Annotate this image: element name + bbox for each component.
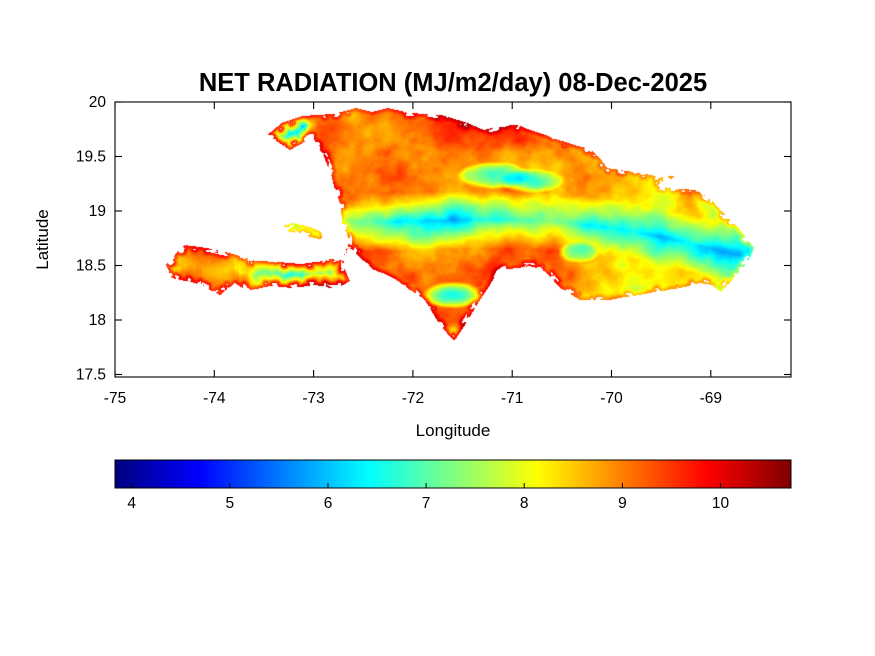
svg-text:19: 19 [89,203,106,220]
svg-text:-72: -72 [402,390,424,407]
svg-text:Longitude: Longitude [416,421,491,440]
svg-text:19.5: 19.5 [76,149,106,166]
svg-text:-73: -73 [302,390,324,407]
svg-text:4: 4 [127,495,136,512]
svg-text:10: 10 [712,495,730,512]
svg-text:20: 20 [89,94,107,111]
svg-text:-69: -69 [700,390,722,407]
svg-text:17.5: 17.5 [76,367,106,384]
svg-text:8: 8 [520,495,529,512]
svg-text:6: 6 [324,495,333,512]
svg-text:Latitude: Latitude [33,209,52,270]
svg-text:7: 7 [422,495,431,512]
svg-text:-75: -75 [104,390,126,407]
svg-text:-74: -74 [203,390,226,407]
svg-text:18: 18 [89,312,106,329]
svg-text:9: 9 [618,495,627,512]
svg-text:NET RADIATION (MJ/m2/day) 08-D: NET RADIATION (MJ/m2/day) 08-Dec-2025 [199,69,707,97]
svg-text:18.5: 18.5 [76,258,106,275]
svg-text:-70: -70 [600,390,623,407]
svg-text:-71: -71 [501,390,523,407]
svg-text:5: 5 [225,495,234,512]
